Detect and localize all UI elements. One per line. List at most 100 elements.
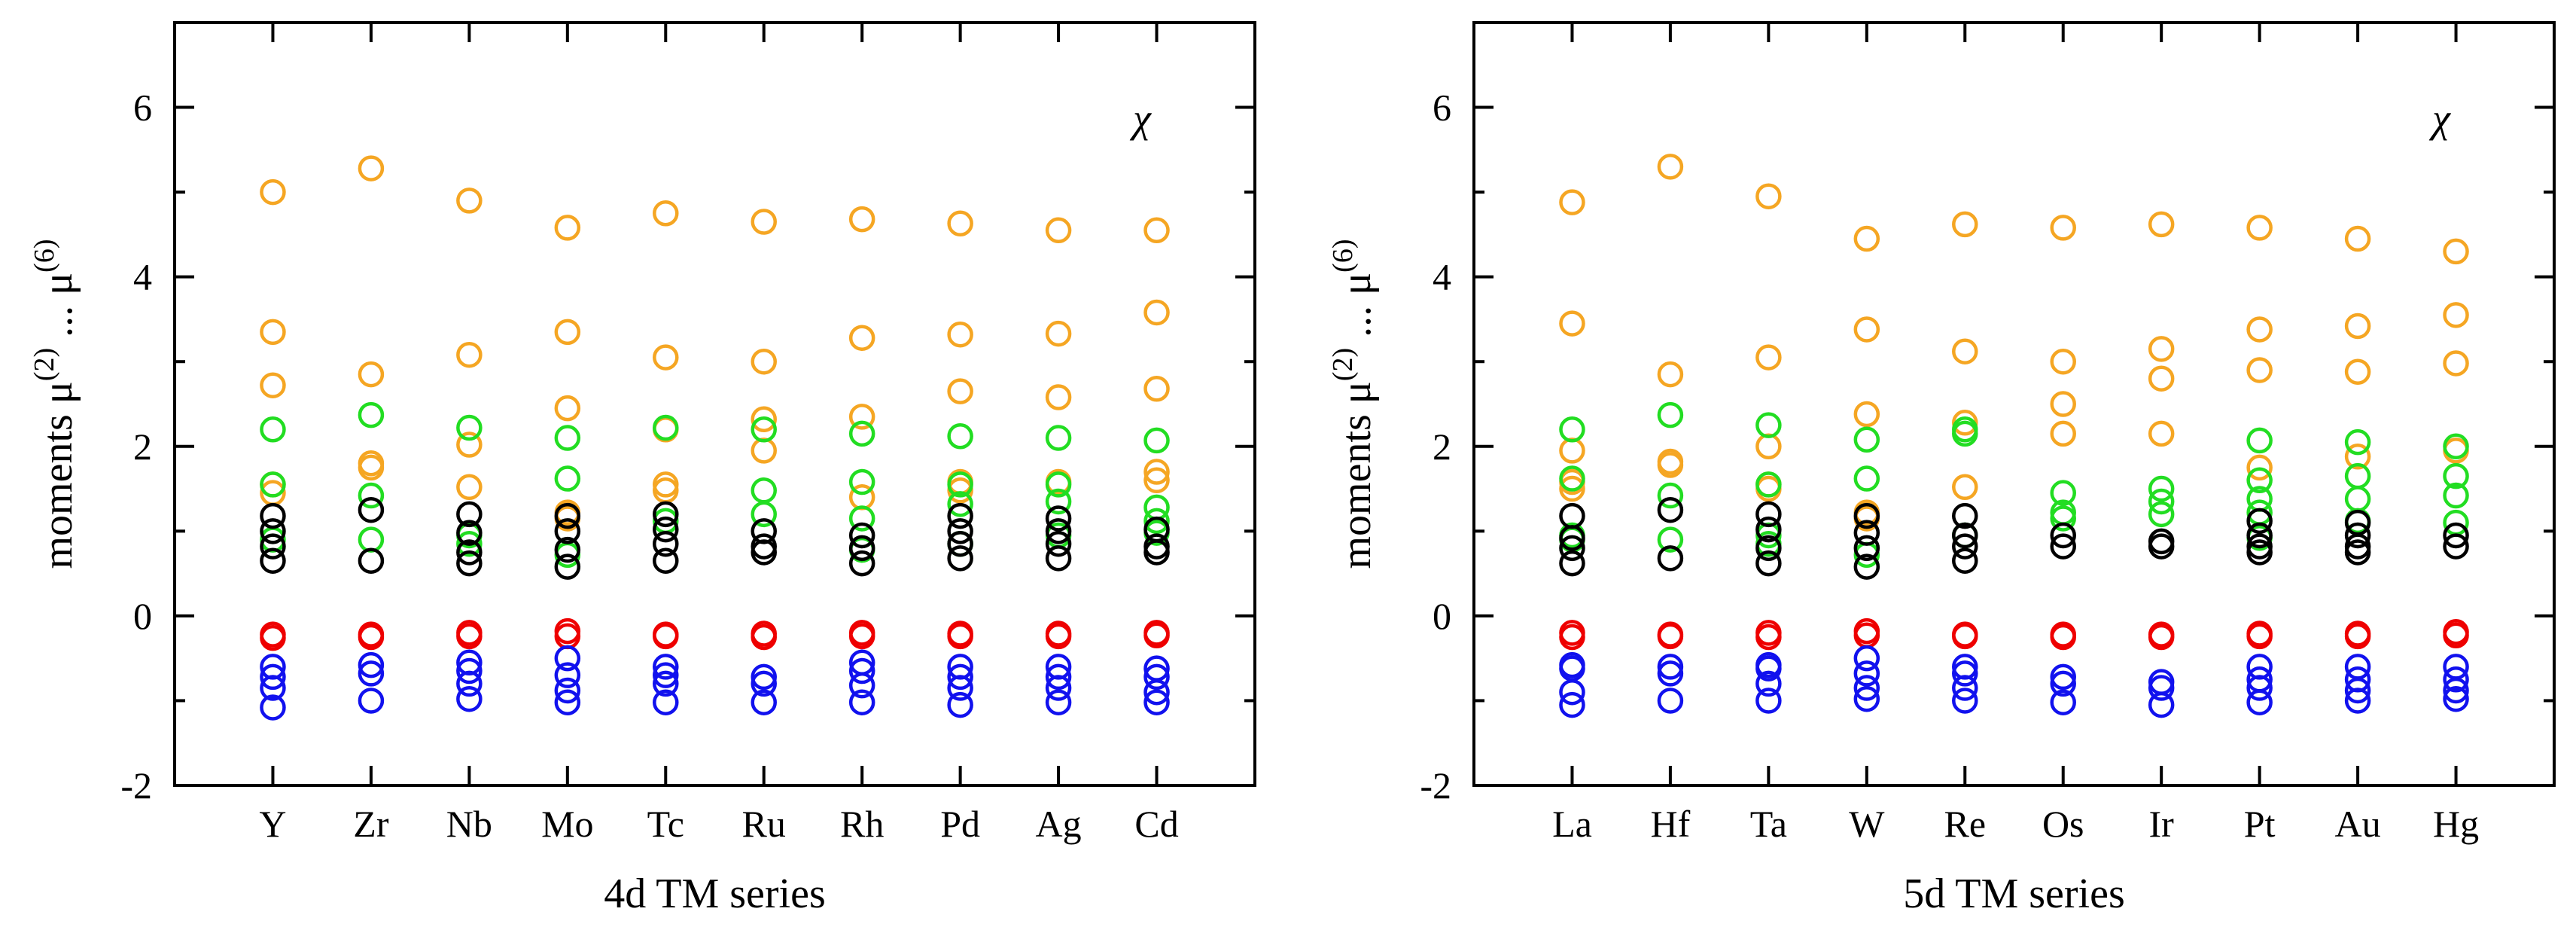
left-blue-point: [260, 663, 286, 691]
right-orange-point: [2344, 444, 2371, 470]
left-orange-point: [947, 210, 973, 237]
left-category-label: Pd: [940, 803, 980, 845]
left-orange-point: [358, 361, 385, 388]
right-chart-panel: -2 0 2 4 6 La Hf Ta W Re Os Ir Pt Au Hg 5d TM series mom…: [1327, 21, 2556, 917]
right-black-point: [1952, 522, 1978, 549]
right-y-tick-label: 4: [1433, 256, 1451, 298]
left-orange-point: [848, 325, 875, 351]
right-y-axis-title-part: μ: [1333, 381, 1380, 404]
right-black-point: [1755, 535, 1782, 562]
right-green-point: [2246, 467, 2273, 494]
left-blue-point: [848, 657, 875, 685]
right-green-point: [1755, 471, 1782, 498]
left-green-point: [751, 416, 777, 443]
right-orange-point: [2443, 302, 2469, 328]
right-orange-point: [1657, 154, 1684, 180]
right-blue-point: [2246, 675, 2273, 701]
right-blue-point: [1952, 660, 1978, 687]
right-orange-point: [2050, 391, 2076, 417]
left-orange-point: [751, 209, 777, 235]
left-black-point: [456, 550, 483, 577]
left-orange-point: [947, 378, 973, 404]
right-black-point: [1755, 550, 1782, 577]
right-blue-point: [1657, 688, 1684, 714]
right-green-point: [1559, 465, 1585, 492]
right-black-point: [2443, 533, 2469, 560]
right-orange-point: [2246, 357, 2273, 383]
left-black-point: [1045, 518, 1072, 544]
left-orange-point: [1143, 217, 1170, 244]
left-blue-point: [947, 675, 973, 701]
left-category-label: Ag: [1036, 803, 1082, 845]
right-black-point: [1853, 520, 1880, 546]
left-blue-point: [260, 694, 286, 721]
right-series-red: [1559, 617, 2469, 651]
right-red-point: [1657, 623, 1684, 650]
right-green-point: [2148, 501, 2175, 528]
left-green-point: [848, 505, 875, 532]
right-plot-frame: [1472, 21, 2556, 787]
right-green-point: [2443, 433, 2469, 460]
right-orange-point: [2344, 225, 2371, 252]
left-black-point: [1045, 545, 1072, 572]
left-green-point: [456, 530, 483, 557]
left-black-point: [358, 547, 385, 574]
right-blue-point: [2443, 666, 2469, 693]
right-blue-point: [1755, 688, 1782, 714]
left-black-point: [260, 518, 286, 544]
right-black-point: [1853, 553, 1880, 580]
left-black-point: [456, 501, 483, 528]
right-blue-point: [2148, 691, 2175, 718]
left-black-point: [260, 547, 286, 574]
left-green-point: [358, 526, 385, 553]
right-black-point: [2246, 522, 2273, 549]
left-orange-point: [456, 431, 483, 458]
left-red-point: [1045, 623, 1072, 650]
right-orange-point: [1559, 438, 1585, 464]
left-black-point: [554, 536, 581, 563]
right-green-point: [2050, 505, 2076, 532]
left-category-label: Ru: [742, 803, 786, 845]
right-black-point: [1559, 525, 1585, 551]
left-green-point: [947, 423, 973, 450]
right-blue-point: [2443, 685, 2469, 712]
left-y-tick-label: 2: [133, 425, 152, 468]
left-green-point: [260, 471, 286, 498]
left-orange-point: [358, 454, 385, 481]
left-blue-point: [358, 660, 385, 687]
right-black-point: [1755, 501, 1782, 528]
right-category-label: Ta: [1750, 803, 1787, 845]
left-red-point: [358, 624, 385, 651]
right-blue-point: [1952, 688, 1978, 714]
right-category-label: Hg: [2433, 803, 2479, 845]
left-black-point: [358, 496, 385, 523]
right-black-point: [1952, 533, 1978, 560]
left-blue-point: [653, 662, 679, 688]
right-red-point: [2148, 624, 2175, 651]
right-black-point: [2246, 539, 2273, 566]
right-green-point: [2148, 475, 2175, 502]
left-blue-point: [260, 675, 286, 701]
left-blue-point: [653, 689, 679, 715]
left-orange-point: [751, 406, 777, 433]
right-orange-point: [1952, 410, 1978, 436]
left-black-point: [947, 530, 973, 557]
left-blue-point: [554, 689, 581, 715]
right-black-point: [1853, 502, 1880, 529]
right-blue-point: [1853, 675, 1880, 701]
right-blue-point: [1755, 670, 1782, 697]
right-blue-point: [2148, 675, 2175, 701]
right-orange-point: [2148, 336, 2175, 362]
left-blue-point: [554, 677, 581, 704]
right-series-orange: [1559, 154, 2469, 532]
left-category-label: Y: [259, 803, 286, 845]
right-blue-point: [2443, 677, 2469, 704]
right-y-tick-label: 0: [1433, 595, 1451, 637]
left-orange-point: [554, 319, 581, 346]
right-category-label: Ir: [2149, 803, 2175, 845]
left-orange-point: [554, 395, 581, 422]
left-black-point: [653, 530, 679, 557]
right-green-point: [2148, 488, 2175, 515]
right-y-axis-title-part: moments: [1333, 404, 1380, 569]
right-black-point: [1657, 496, 1684, 523]
